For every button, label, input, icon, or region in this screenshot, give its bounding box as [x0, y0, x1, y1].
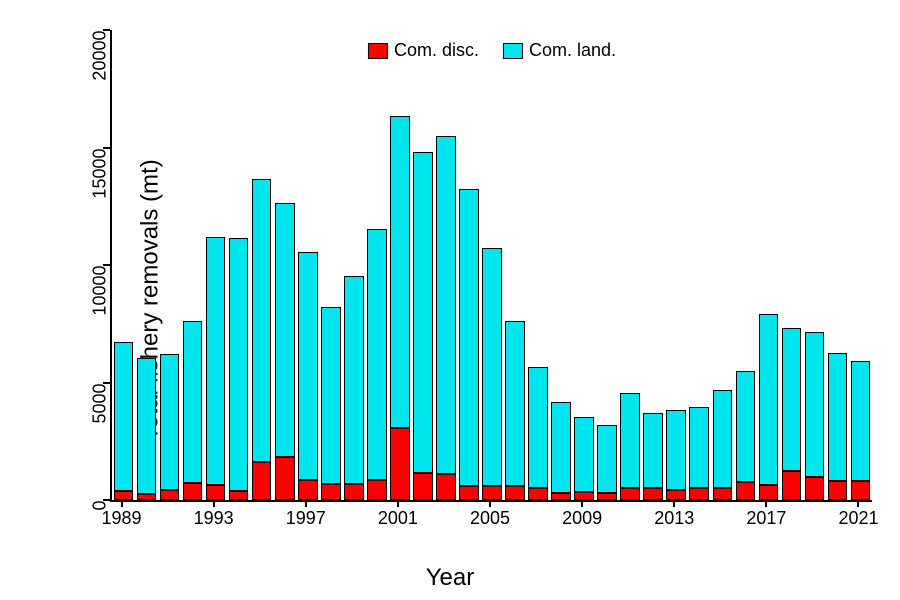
bar-seg-land-1998 [321, 307, 341, 483]
bar-seg-land-1995 [252, 179, 272, 462]
bar-seg-land-1990 [137, 358, 157, 494]
bar-seg-land-2021 [851, 361, 871, 481]
bar-seg-disc-2018 [782, 471, 802, 500]
bar-seg-disc-2007 [528, 488, 548, 500]
bar-seg-land-1996 [275, 203, 295, 457]
bar-seg-land-2018 [782, 328, 802, 470]
x-tick-label: 2001 [378, 508, 418, 529]
bar-seg-land-1991 [160, 354, 180, 490]
bar-seg-land-2019 [805, 332, 825, 477]
bar-seg-disc-2019 [805, 477, 825, 501]
bar-seg-land-1993 [206, 237, 226, 485]
bar-seg-disc-1990 [137, 494, 157, 500]
bar-seg-disc-2010 [597, 493, 617, 500]
bars-container [112, 30, 872, 500]
bar-seg-land-1989 [114, 342, 134, 491]
bar-seg-disc-1992 [183, 483, 203, 500]
bar-seg-disc-2020 [828, 481, 848, 500]
bar-seg-disc-1991 [160, 490, 180, 500]
bar-seg-disc-2008 [551, 493, 571, 500]
bar-seg-disc-2000 [367, 480, 387, 500]
x-tick-mark [305, 500, 307, 507]
x-tick-mark [121, 500, 123, 507]
bar-seg-disc-2004 [459, 486, 479, 500]
bar-seg-disc-2017 [759, 485, 779, 500]
x-tick-mark [857, 500, 859, 507]
x-tick-mark [673, 500, 675, 507]
bar-seg-disc-2005 [482, 486, 502, 500]
bar-seg-disc-1994 [229, 491, 249, 500]
y-tick-label: 20000 [90, 31, 111, 121]
bar-seg-disc-2009 [574, 492, 594, 500]
bar-seg-disc-2006 [505, 486, 525, 500]
x-tick-label: 2013 [654, 508, 694, 529]
x-tick-label: 1997 [286, 508, 326, 529]
bar-seg-land-2014 [689, 407, 709, 488]
x-tick-label: 2009 [562, 508, 602, 529]
bar-seg-disc-1995 [252, 462, 272, 500]
x-tick-mark [581, 500, 583, 507]
bar-seg-land-2007 [528, 367, 548, 488]
bar-seg-land-2000 [367, 229, 387, 479]
bar-seg-land-2012 [643, 413, 663, 488]
bar-seg-land-2004 [459, 189, 479, 486]
bar-seg-disc-2021 [851, 481, 871, 500]
bar-seg-land-1999 [344, 276, 364, 484]
bar-seg-land-2002 [413, 152, 433, 473]
x-tick-label: 2005 [470, 508, 510, 529]
bar-seg-disc-2002 [413, 473, 433, 500]
bar-seg-land-2005 [482, 248, 502, 487]
bar-seg-disc-2014 [689, 488, 709, 500]
bar-seg-disc-2001 [390, 428, 410, 500]
bar-seg-disc-2012 [643, 488, 663, 500]
x-tick-label: 1993 [194, 508, 234, 529]
bar-seg-disc-1999 [344, 484, 364, 500]
bar-seg-land-1997 [298, 252, 318, 480]
x-tick-mark [765, 500, 767, 507]
bar-seg-disc-2015 [713, 488, 733, 500]
y-tick-label: 10000 [90, 266, 111, 356]
bar-seg-disc-2011 [620, 488, 640, 500]
bar-seg-land-2001 [390, 116, 410, 429]
bar-seg-land-2016 [736, 371, 756, 483]
fishery-removals-chart: Total fishery removals (mt) Year Com. di… [0, 0, 900, 600]
plot-area: Com. disc. Com. land. [110, 30, 872, 502]
bar-seg-land-2008 [551, 402, 571, 492]
bar-seg-land-1994 [229, 238, 249, 491]
bar-seg-land-2013 [666, 410, 686, 490]
bar-seg-disc-2003 [436, 474, 456, 500]
bar-seg-land-2006 [505, 321, 525, 486]
bar-seg-land-2015 [713, 390, 733, 488]
bar-seg-land-2003 [436, 136, 456, 474]
x-axis-title: Year [426, 564, 475, 592]
y-tick-label: 15000 [90, 148, 111, 238]
bar-seg-disc-1993 [206, 485, 226, 500]
y-tick-label: 5000 [90, 383, 111, 473]
x-tick-label: 2021 [838, 508, 878, 529]
bar-seg-disc-1996 [275, 457, 295, 500]
bar-seg-disc-1998 [321, 484, 341, 500]
bar-seg-disc-1989 [114, 491, 134, 500]
x-tick-label: 2017 [746, 508, 786, 529]
bar-seg-disc-2016 [736, 482, 756, 500]
x-tick-mark [489, 500, 491, 507]
x-tick-label: 1989 [101, 508, 141, 529]
bar-seg-disc-2013 [666, 490, 686, 500]
bar-seg-land-2020 [828, 353, 848, 481]
bar-seg-land-1992 [183, 321, 203, 483]
bar-seg-land-2010 [597, 425, 617, 493]
x-tick-mark [397, 500, 399, 507]
bar-seg-land-2011 [620, 393, 640, 488]
bar-seg-land-2009 [574, 417, 594, 492]
x-tick-mark [213, 500, 215, 507]
bar-seg-land-2017 [759, 314, 779, 486]
bar-seg-disc-1997 [298, 480, 318, 500]
